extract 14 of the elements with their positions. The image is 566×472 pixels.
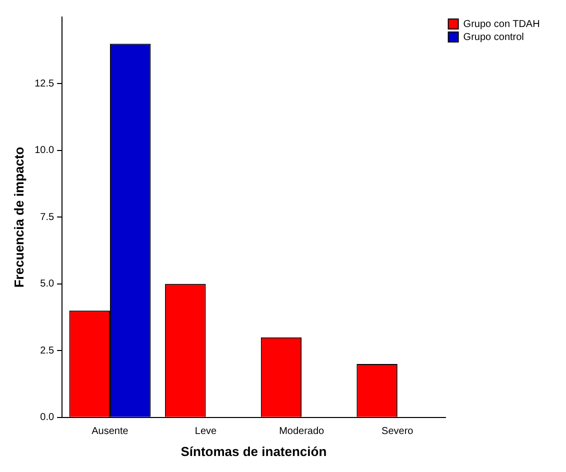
y-tick-label: 12.5 xyxy=(34,78,54,90)
legend-label: Grupo con TDAH xyxy=(463,18,540,30)
y-tick-label: 5.0 xyxy=(40,278,54,290)
y-axis-title: Frecuencia de impacto xyxy=(11,146,26,288)
x-tick-label: Leve xyxy=(194,426,218,438)
y-tick-label: 0.0 xyxy=(40,412,54,424)
x-tick-label: Ausente xyxy=(92,426,129,438)
x-tick-label: Moderado xyxy=(279,426,325,438)
y-tick-label: 7.5 xyxy=(40,212,54,223)
y-tick-label: 10.0 xyxy=(34,145,54,156)
y-tick-label: 2.5 xyxy=(40,345,54,356)
x-axis-title: Síntomas de inatención xyxy=(180,444,327,459)
legend-label: Grupo control xyxy=(463,32,524,43)
x-tick-label: Severo xyxy=(382,426,414,438)
